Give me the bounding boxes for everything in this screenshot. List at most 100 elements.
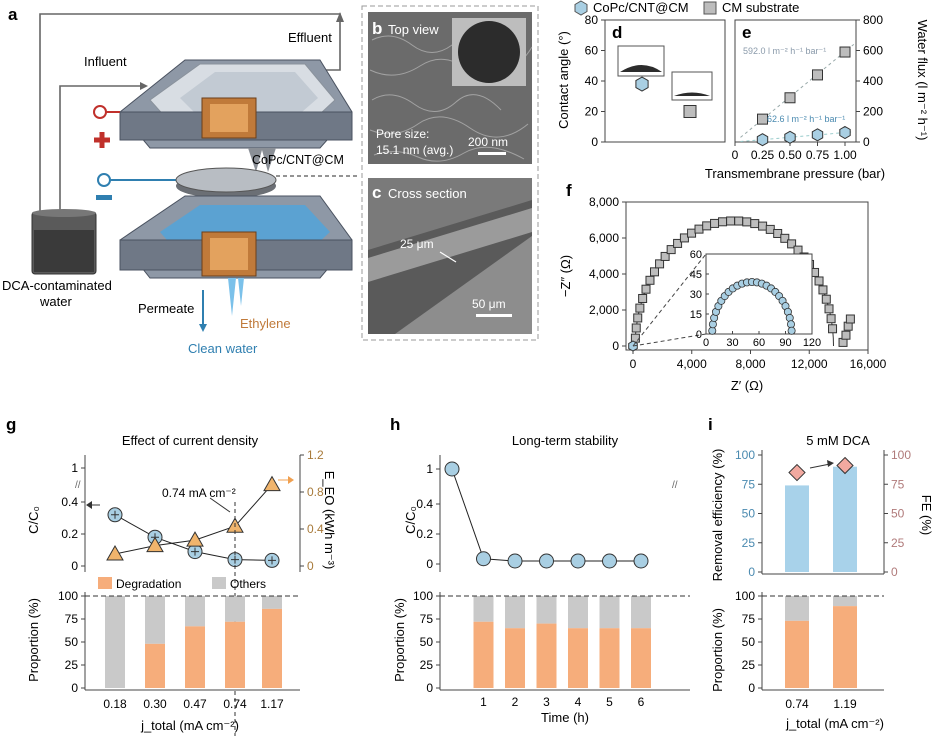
h-bar-others <box>536 596 557 624</box>
i-bottom-ytick-label: 75 <box>742 612 756 626</box>
e-ytick-label: 800 <box>863 13 883 27</box>
h-bar-degradation <box>599 628 620 688</box>
upper-reactor <box>119 59 353 149</box>
f-point-cm <box>710 218 720 228</box>
e-point-cm <box>839 46 851 58</box>
i-bottom-ytick-label: 100 <box>735 589 755 603</box>
f-xtick-label: 8,000 <box>735 357 765 371</box>
g-bottom-ytick-label: 100 <box>58 589 78 603</box>
d-ytick-label: 20 <box>585 105 599 119</box>
f-point-cm <box>821 294 831 304</box>
g-ytick-label: 0 <box>71 559 78 573</box>
effluent-arrow-icon <box>336 12 344 22</box>
lower-reactor <box>119 195 353 316</box>
h-bar-degradation <box>631 628 651 688</box>
h-ytick-label: 1 <box>426 462 433 476</box>
g-point-cc0-cross <box>268 556 276 565</box>
panel-letter-b: b <box>372 19 382 38</box>
panel-letter-d: d <box>612 23 622 42</box>
g-y-axis-right-label: E_EO (kWh m⁻³) <box>322 471 337 570</box>
f-point-cm <box>655 259 665 269</box>
f-point-cm <box>773 228 783 238</box>
i-ytick-label: 75 <box>742 477 756 491</box>
i-ytick-label: 25 <box>742 536 756 550</box>
g-ytick-right-label: 0.4 <box>307 522 324 536</box>
h-bar-degradation <box>505 628 525 688</box>
scale-bar-c <box>476 314 512 317</box>
e-xtick-label: 0 <box>732 148 739 162</box>
f-ytick-label: 0 <box>612 339 619 353</box>
f-point-cm <box>787 239 797 249</box>
f-inset-point-copc <box>708 326 717 335</box>
h-point-cc0 <box>570 553 586 569</box>
f-point-cm <box>631 323 641 333</box>
panel-a: a Influent Effluent DCA-contaminated wat… <box>2 5 360 356</box>
g-ytick-label: 0.2 <box>61 527 78 541</box>
e-x-axis-label: Transmembrane pressure (bar) <box>705 166 885 181</box>
f-point-cm <box>742 217 752 227</box>
h-title: Long-term stability <box>512 433 619 448</box>
i-point-fe <box>836 456 854 475</box>
f-inset-point-copc <box>787 326 796 335</box>
panel-letter-c: c <box>372 183 381 202</box>
plus-sign-icon <box>94 132 110 148</box>
f-point-cm <box>679 233 689 243</box>
g-bar-degradation <box>185 626 205 688</box>
h-x-axis-label: Time (h) <box>541 710 589 725</box>
panel-d: d Contact angle (°) 0 20 40 60 80 <box>556 13 726 149</box>
g-arrow-right-icon <box>288 476 294 484</box>
i-bar-removal <box>785 485 809 572</box>
g-point-cc0-cross <box>111 510 119 519</box>
f-point-cm <box>645 275 655 285</box>
f-point-cm <box>824 304 834 314</box>
f-point-cm <box>828 324 838 334</box>
i-fe-arrow-line <box>809 463 831 469</box>
h-xtick-label: 2 <box>512 695 519 709</box>
cross-section-label: Cross section <box>388 186 467 201</box>
i-y-axis-right-label: FE (%) <box>919 495 932 535</box>
f-inset-ytick-label: 60 <box>690 249 702 261</box>
f-point-cm <box>673 238 683 248</box>
d-ytick-label: 0 <box>591 135 598 149</box>
f-xtick-label: 4,000 <box>677 357 707 371</box>
g-xtick-label: 0.74 <box>223 697 247 711</box>
d-ytick-label: 40 <box>585 74 599 88</box>
d-y-axis-label: Contact angle (°) <box>556 31 571 129</box>
g-point-eeo <box>146 536 164 553</box>
f-ytick-label: 8,000 <box>589 195 619 209</box>
e-point-cm <box>784 92 796 104</box>
legend-cm-marker <box>703 1 717 15</box>
g-y-axis-top-label: C/C₀ <box>26 506 41 534</box>
g-bar-others <box>145 596 165 644</box>
membrane-label: CoPc/CNT@CM <box>252 153 344 167</box>
h-bottom-ytick-label: 75 <box>420 612 434 626</box>
g-bar-degradation <box>145 643 165 688</box>
h-bar-others <box>473 596 494 622</box>
panel-f-frame <box>625 201 869 351</box>
e-ytick-label: 200 <box>863 105 883 119</box>
ethylene-label: Ethylene <box>240 316 291 331</box>
f-inset-point-copc <box>708 320 717 329</box>
thickness-label: 25 μm <box>400 237 434 251</box>
i-ytick-label: 0 <box>748 565 755 579</box>
sem-frame <box>361 5 539 341</box>
h-axis-break: // <box>672 480 678 491</box>
d-point-cm <box>683 105 697 118</box>
h-bottom-ytick-label: 50 <box>420 635 434 649</box>
panel-letter-f: f <box>566 181 572 200</box>
f-point-cm <box>633 313 643 323</box>
e-xtick-label: 0.50 <box>778 148 802 162</box>
i-bottom-ytick-label: 50 <box>742 635 756 649</box>
scale-bar-c-label: 50 μm <box>472 297 506 311</box>
g-xtick-label: 0.30 <box>143 697 167 711</box>
g-bar-others <box>105 596 125 688</box>
pore-size-label: Pore size: <box>376 127 429 141</box>
panel-letter-g: g <box>6 415 16 434</box>
g-annotation-arrow <box>209 497 231 513</box>
h-xtick-label: 6 <box>638 695 645 709</box>
tank-label-line1: DCA-contaminated <box>2 278 112 293</box>
i-bottom-ytick-label: 0 <box>748 681 755 695</box>
legend-degradation-swatch <box>98 577 112 589</box>
e-ytick-label: 0 <box>863 135 870 149</box>
legend-degradation-label: Degradation <box>116 577 181 591</box>
